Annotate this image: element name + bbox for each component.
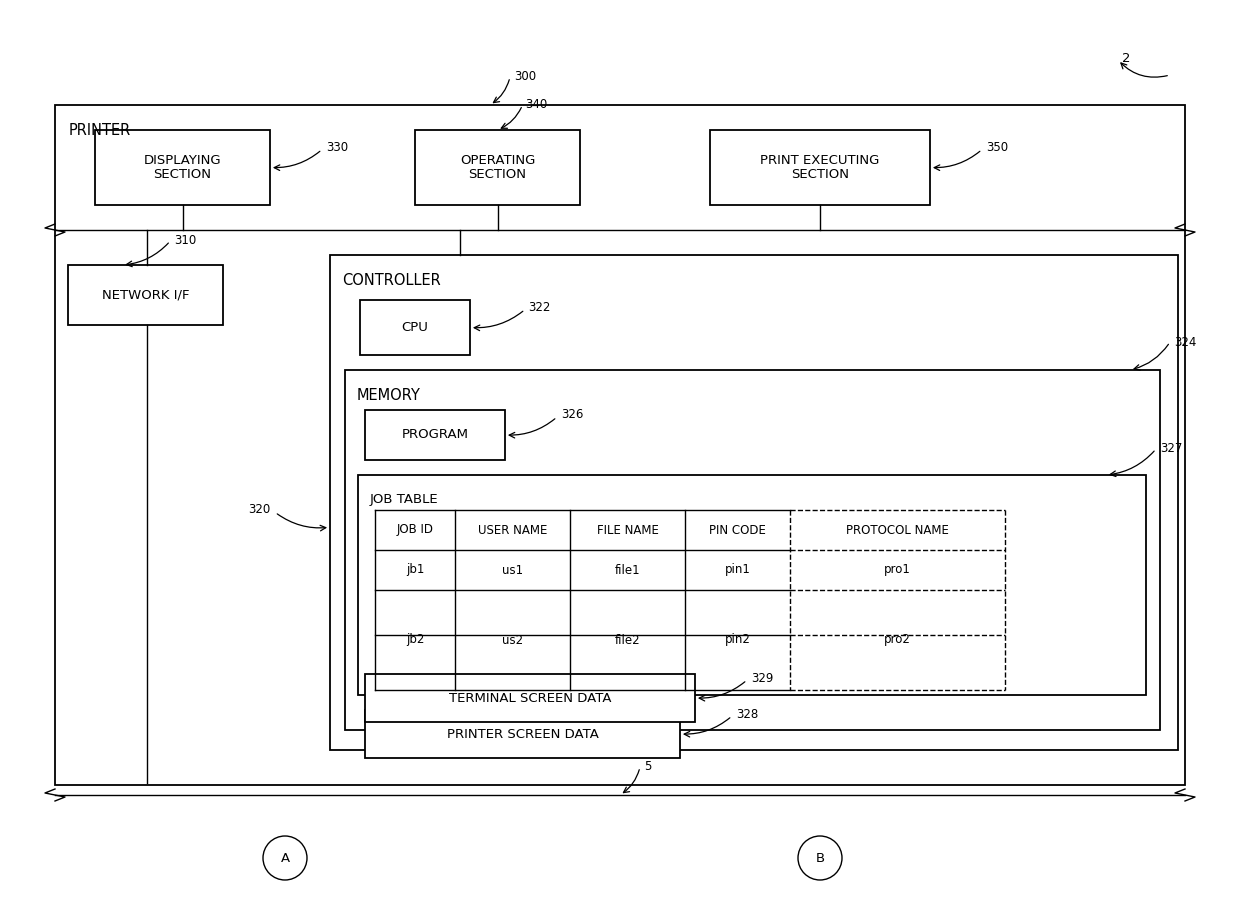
Text: jb2: jb2 [405, 634, 424, 646]
Text: PROTOCOL NAME: PROTOCOL NAME [846, 524, 949, 536]
Text: 326: 326 [560, 409, 583, 421]
Bar [95, 130, 270, 205]
Text: PIN CODE: PIN CODE [709, 524, 766, 536]
Text: 329: 329 [751, 671, 774, 685]
Text: 320: 320 [248, 503, 270, 516]
Text: MEMORY: MEMORY [357, 388, 420, 403]
Text: USER NAME: USER NAME [477, 524, 547, 536]
Text: JOB ID: JOB ID [397, 524, 434, 536]
Text: 310: 310 [175, 235, 196, 248]
Text: TERMINAL SCREEN DATA: TERMINAL SCREEN DATA [449, 691, 611, 705]
Bar [365, 710, 680, 758]
Text: 300: 300 [515, 70, 536, 84]
Text: 330: 330 [326, 141, 348, 154]
Text: A: A [280, 851, 290, 865]
Bar [711, 130, 930, 205]
Text: 340: 340 [526, 97, 548, 111]
Text: DISPLAYING
SECTION: DISPLAYING SECTION [144, 154, 221, 182]
Text: 327: 327 [1159, 443, 1183, 455]
Text: 324: 324 [1174, 336, 1197, 348]
Text: file1: file1 [615, 563, 640, 577]
Bar [365, 410, 505, 460]
Text: us1: us1 [502, 563, 523, 577]
Text: pro2: pro2 [884, 634, 911, 646]
Text: PRINTER: PRINTER [69, 123, 131, 138]
Text: pin1: pin1 [724, 563, 750, 577]
Bar [358, 475, 1146, 695]
Text: PROGRAM: PROGRAM [402, 428, 469, 442]
Text: pin2: pin2 [724, 634, 750, 646]
Text: 322: 322 [528, 301, 551, 314]
Text: pro1: pro1 [884, 563, 911, 577]
Bar [415, 130, 580, 205]
Text: 2: 2 [1122, 51, 1131, 65]
Text: file2: file2 [615, 634, 640, 646]
Text: 350: 350 [986, 141, 1008, 154]
Text: FILE NAME: FILE NAME [596, 524, 658, 536]
Bar [360, 300, 470, 355]
Text: PRINTER SCREEN DATA: PRINTER SCREEN DATA [446, 727, 599, 741]
Bar [330, 255, 1178, 750]
Bar [365, 674, 694, 722]
Text: NETWORK I/F: NETWORK I/F [102, 289, 190, 302]
Text: OPERATING
SECTION: OPERATING SECTION [460, 154, 536, 182]
Text: 328: 328 [737, 707, 758, 721]
Text: us2: us2 [502, 634, 523, 646]
Text: B: B [816, 851, 825, 865]
Circle shape [263, 836, 308, 880]
Circle shape [799, 836, 842, 880]
Bar [68, 265, 223, 325]
Text: CPU: CPU [402, 321, 429, 334]
Text: 5: 5 [644, 760, 651, 773]
Bar [55, 105, 1185, 785]
Text: JOB TABLE: JOB TABLE [370, 493, 439, 506]
Text: jb1: jb1 [405, 563, 424, 577]
Bar [345, 370, 1159, 730]
Text: PRINT EXECUTING
SECTION: PRINT EXECUTING SECTION [760, 154, 879, 182]
Text: CONTROLLER: CONTROLLER [342, 273, 440, 288]
